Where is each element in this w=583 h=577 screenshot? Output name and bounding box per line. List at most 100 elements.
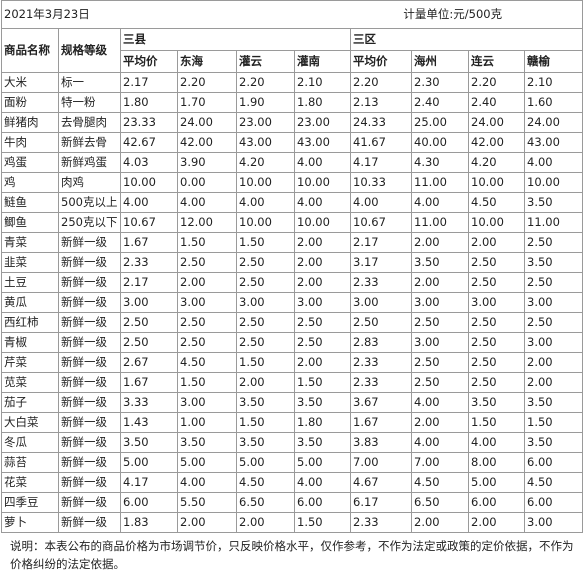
data-row: 鸡蛋 新鲜鸡蛋 4.03 3.90 4.20 4.00 4.17 4.30 4.20 4.00 [1,152,583,173]
grade: 500克以上 [58,192,121,213]
price: 2.33 [350,352,412,373]
price: 2.17 [120,72,178,93]
price: 2.50 [468,312,525,333]
sub-header: 灌云 [236,50,295,73]
price: 1.67 [120,372,178,393]
price: 2.00 [294,352,351,373]
price: 2.10 [294,72,351,93]
grade: 去骨腿肉 [58,112,121,133]
price: 5.50 [177,492,237,513]
price: 2.00 [177,272,237,293]
grade: 新鲜一级 [58,452,121,473]
product-name: 蒜苔 [1,452,59,473]
product-name: 花菜 [1,472,59,493]
price: 7.00 [350,452,412,473]
price: 3.00 [294,292,351,313]
group-header: 三县 [120,28,351,51]
price: 4.03 [120,152,178,173]
price: 42.67 [120,132,178,153]
price: 3.00 [523,332,583,353]
price: 2.13 [350,92,412,113]
price: 10.00 [294,212,351,233]
product-name: 青菜 [1,232,59,253]
price: 2.00 [468,512,525,533]
price: 1.43 [120,412,178,433]
price: 2.50 [177,312,237,333]
price: 3.50 [523,252,583,273]
price: 1.80 [120,92,178,113]
grade: 特一粉 [58,92,121,113]
price: 3.00 [350,292,412,313]
price: 8.00 [468,452,525,473]
price: 2.50 [294,312,351,333]
price: 3.00 [523,512,583,533]
price: 4.00 [294,152,351,173]
price: 10.00 [468,172,525,193]
sub-header: 平均价 [120,50,178,73]
product-name: 牛肉 [1,132,59,153]
product-name: 土豆 [1,272,59,293]
price: 2.50 [236,252,295,273]
data-row: 鲜猪肉 去骨腿肉 23.33 24.00 23.00 23.00 24.33 25.00 24.… [1,112,583,133]
price: 3.50 [294,392,351,413]
price: 4.00 [411,192,469,213]
data-row: 大白菜 新鲜一级 1.43 1.00 1.50 1.80 1.67 2.00 1.50 1.50 [1,412,583,433]
price: 2.50 [523,272,583,293]
price: 1.60 [523,92,583,113]
price: 1.70 [177,92,237,113]
price: 5.00 [236,452,295,473]
price: 2.50 [350,312,412,333]
price: 3.50 [468,392,525,413]
price: 2.33 [350,272,412,293]
grade: 新鲜一级 [58,492,121,513]
price: 6.00 [120,492,178,513]
price: 4.00 [236,192,295,213]
price: 42.00 [177,132,237,153]
grade: 新鲜去骨 [58,132,121,153]
sub-header-row: 平均价 东海 灌云 灌南 平均价 海州 连云 赣榆 [2,50,583,73]
note: 说明：本表公布的商品价格为市场调节价，只反映价格水平，仅作参考，不作为法定或政策… [10,539,574,571]
price: 2.00 [294,272,351,293]
price: 2.50 [177,252,237,273]
data-row: 牛肉 新鲜去骨 42.67 42.00 43.00 43.00 41.67 40.00 42.0… [1,132,583,153]
price: 2.00 [294,252,351,273]
grade: 肉鸡 [58,172,121,193]
name-header: 商品名称 [1,28,59,73]
price: 5.00 [177,452,237,473]
price: 1.50 [294,512,351,533]
price: 1.67 [120,232,178,253]
price: 6.17 [350,492,412,513]
price: 2.00 [236,512,295,533]
product-name: 芹菜 [1,352,59,373]
price: 4.50 [523,472,583,493]
data-row: 鲢鱼 500克以上 4.00 4.00 4.00 4.00 4.00 4.00 4.50 3.50 [1,192,583,213]
price: 3.50 [177,432,237,453]
sub-header: 东海 [177,50,237,73]
price: 2.00 [411,512,469,533]
grade-header: 规格等级 [58,28,121,73]
price: 10.00 [468,212,525,233]
product-name: 鲜猪肉 [1,112,59,133]
price: 2.30 [411,72,469,93]
price: 2.00 [294,232,351,253]
price: 4.00 [350,192,412,213]
price: 10.67 [120,212,178,233]
price: 4.20 [468,152,525,173]
price: 1.50 [177,372,237,393]
price: 4.00 [523,152,583,173]
price: 2.50 [236,312,295,333]
grade: 新鲜一级 [58,232,121,253]
price: 3.33 [120,392,178,413]
price: 1.50 [468,412,525,433]
price: 1.50 [294,372,351,393]
price: 5.00 [120,452,178,473]
product-name: 萝卜 [1,512,59,533]
price: 4.17 [350,152,412,173]
grade: 新鲜一级 [58,512,121,533]
price: 2.50 [120,312,178,333]
price: 1.50 [177,232,237,253]
price: 3.50 [294,432,351,453]
data-row: 面粉 特一粉 1.80 1.70 1.90 1.80 2.13 2.40 2.40 1.60 [1,92,583,113]
price: 41.67 [350,132,412,153]
sub-header: 平均价 [350,50,412,73]
